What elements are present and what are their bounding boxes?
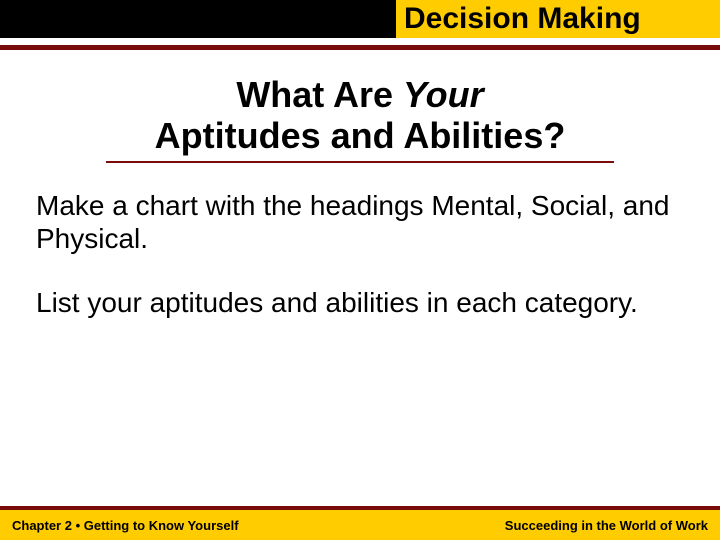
title-line1-prefix: What Are <box>236 74 403 115</box>
slide-title-line1: What Are Your <box>0 74 720 115</box>
body-paragraph-2: List your aptitudes and abilities in eac… <box>36 286 684 320</box>
slide-title: What Are Your Aptitudes and Abilities? <box>0 74 720 163</box>
header-divider <box>0 44 720 50</box>
header-strip: Decision Making <box>0 0 720 38</box>
body-text: Make a chart with the headings Mental, S… <box>36 189 684 320</box>
slide-footer: Chapter 2 • Getting to Know Yourself Suc… <box>0 506 720 540</box>
header-yellow-strip: Decision Making <box>396 0 720 38</box>
footer-left: Chapter 2 • Getting to Know Yourself <box>12 518 239 533</box>
section-title: Decision Making <box>404 2 641 36</box>
footer-right: Succeeding in the World of Work <box>505 518 708 533</box>
title-underline <box>106 161 614 163</box>
footer-bar: Chapter 2 • Getting to Know Yourself Suc… <box>0 510 720 540</box>
slide-title-line2: Aptitudes and Abilities? <box>0 115 720 156</box>
header-dark-strip <box>0 0 396 38</box>
title-line1-emph: Your <box>403 74 484 115</box>
body-paragraph-1: Make a chart with the headings Mental, S… <box>36 189 684 256</box>
slide-header: Decision Making <box>0 0 720 50</box>
